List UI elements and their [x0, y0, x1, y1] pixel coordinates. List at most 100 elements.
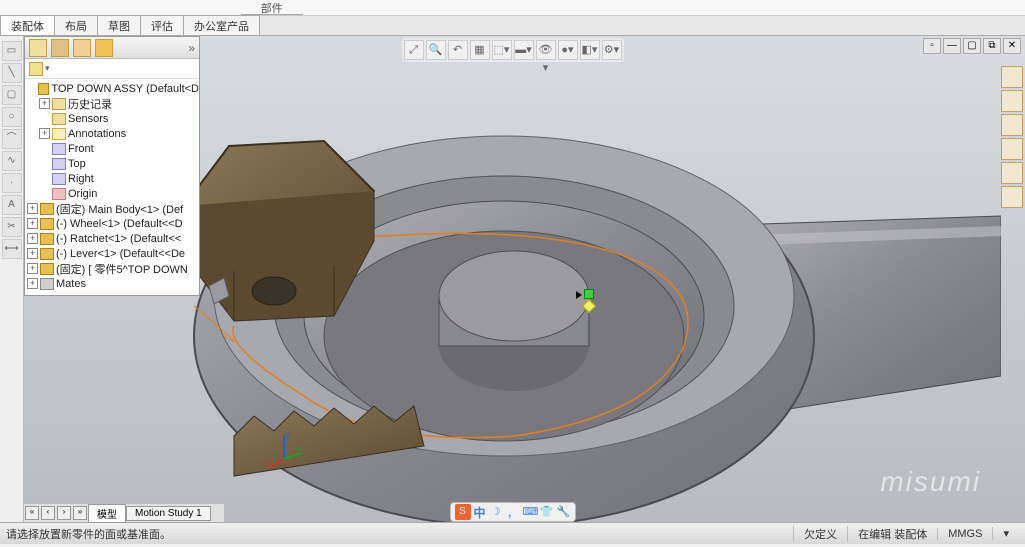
- origin-icon: [52, 188, 66, 200]
- nav-prev-icon[interactable]: ‹: [41, 506, 55, 520]
- expand-icon: [39, 173, 50, 184]
- plane-icon: [52, 143, 66, 155]
- tab-assembly[interactable]: 装配体: [0, 15, 55, 35]
- tree-item[interactable]: Sensors: [25, 111, 199, 126]
- part-icon: [40, 263, 54, 275]
- expand-icon[interactable]: +: [27, 278, 38, 289]
- tool-line-icon[interactable]: ╲: [2, 63, 22, 83]
- tree-body: TOP DOWN ASSY (Default<D +历史记录 Sensors + An…: [25, 79, 199, 293]
- tool-select-icon[interactable]: ▭: [2, 41, 22, 61]
- tree-collapse-icon[interactable]: »: [188, 41, 195, 55]
- tree-item[interactable]: +历史记录: [25, 96, 199, 111]
- tree-item[interactable]: Front: [25, 141, 199, 156]
- tree-item[interactable]: +(-) Wheel<1> (Default<<D: [25, 216, 199, 231]
- expand-icon: [39, 158, 50, 169]
- taskpane-props-icon[interactable]: [1001, 186, 1023, 208]
- expand-icon[interactable]: +: [39, 98, 50, 109]
- view-settings-icon[interactable]: ⚙▾: [602, 40, 622, 60]
- zoom-fit-icon[interactable]: ⤢: [404, 40, 424, 60]
- tree-item[interactable]: Right: [25, 171, 199, 186]
- tree-item[interactable]: Top: [25, 156, 199, 171]
- display-style-icon[interactable]: ▬▾: [514, 40, 534, 60]
- nav-next-icon[interactable]: ›: [57, 506, 71, 520]
- tree-item[interactable]: + Annotations: [25, 126, 199, 141]
- expand-icon[interactable]: +: [27, 233, 38, 244]
- nav-last-icon[interactable]: »: [73, 506, 87, 520]
- status-extra-icon[interactable]: ▾: [992, 527, 1019, 540]
- tool-arc-icon[interactable]: ⌒: [2, 129, 22, 149]
- ime-keyboard-icon[interactable]: ⌨: [523, 505, 537, 519]
- part-icon: [40, 248, 54, 260]
- nav-first-icon[interactable]: «: [25, 506, 39, 520]
- bottom-tab-bar: « ‹ › » 模型 Motion Study 1: [24, 504, 224, 522]
- tree-tab2-icon[interactable]: [51, 39, 69, 57]
- taskpane-library-icon[interactable]: [1001, 90, 1023, 112]
- ime-toolbar[interactable]: S 中 ☽ ， ⌨ 👕 🔧: [449, 502, 575, 522]
- ime-moon-icon[interactable]: ☽: [489, 505, 503, 519]
- ime-logo-icon[interactable]: S: [454, 504, 470, 520]
- tree-item-label: Top: [68, 158, 86, 170]
- taskpane-appearance-icon[interactable]: [1001, 162, 1023, 184]
- tool-trim-icon[interactable]: ✂: [2, 217, 22, 237]
- tree-item[interactable]: Origin: [25, 186, 199, 201]
- tool-dim-icon[interactable]: ⟷: [2, 239, 22, 259]
- expand-icon[interactable]: +: [39, 128, 50, 139]
- tree-item-label: Right: [68, 173, 94, 185]
- expand-icon[interactable]: +: [27, 218, 38, 229]
- tab-sketch[interactable]: 草图: [97, 15, 141, 35]
- edit-appearance-icon[interactable]: ●▾: [558, 40, 578, 60]
- tab-layout[interactable]: 布局: [54, 15, 98, 35]
- tool-rect-icon[interactable]: ▢: [2, 85, 22, 105]
- tool-spline-icon[interactable]: ∿: [2, 151, 22, 171]
- bottom-tab-model[interactable]: 模型: [88, 504, 126, 523]
- tool-text-icon[interactable]: A: [2, 195, 22, 215]
- parts-tab-label[interactable]: 部件: [241, 0, 303, 15]
- hide-show-icon[interactable]: 👁▾: [536, 40, 556, 60]
- tree-item[interactable]: +(-) Lever<1> (Default<<De: [25, 246, 199, 261]
- tree-item-label: (固定) [ 零件5^TOP DOWN: [56, 261, 188, 277]
- taskpane-palette-icon[interactable]: [1001, 138, 1023, 160]
- ime-lang-label[interactable]: 中: [473, 504, 485, 521]
- win-close-icon[interactable]: ✕: [1003, 38, 1021, 54]
- prev-view-icon[interactable]: ↶: [448, 40, 468, 60]
- mates-icon: [40, 278, 54, 290]
- tree-item[interactable]: +Mates: [25, 276, 199, 291]
- ime-settings-icon[interactable]: 🔧: [557, 505, 571, 519]
- command-tab-bar: 装配体 布局 草图 评估 办公室产品: [0, 16, 1025, 36]
- filter-dropdown-icon[interactable]: ▾: [45, 63, 50, 74]
- tree-item[interactable]: +(-) Ratchet<1> (Default<<: [25, 231, 199, 246]
- ime-person-icon[interactable]: 👕: [540, 505, 554, 519]
- apply-scene-icon[interactable]: ◧▾: [580, 40, 600, 60]
- heads-up-view-toolbar: ⤢ 🔍 ↶ ▦ ⬚▾ ▬▾ 👁▾ ●▾ ◧▾ ⚙▾: [402, 38, 624, 62]
- view-orient-icon[interactable]: ⬚▾: [492, 40, 512, 60]
- bottom-tab-motion[interactable]: Motion Study 1: [126, 506, 211, 521]
- tool-point-icon[interactable]: ·: [2, 173, 22, 193]
- zoom-area-icon[interactable]: 🔍: [426, 40, 446, 60]
- section-view-icon[interactable]: ▦: [470, 40, 490, 60]
- tree-item-label: Annotations: [68, 128, 126, 140]
- ime-punct-icon[interactable]: ，: [506, 505, 520, 519]
- taskpane-resources-icon[interactable]: [1001, 66, 1023, 88]
- tree-item-label: Sensors: [68, 113, 108, 125]
- tree-item[interactable]: +(固定) Main Body<1> (Def: [25, 201, 199, 216]
- tree-root[interactable]: TOP DOWN ASSY (Default<D: [25, 81, 199, 96]
- tree-tab3-icon[interactable]: [73, 39, 91, 57]
- win-min-icon[interactable]: —: [943, 38, 961, 54]
- expand-icon[interactable]: +: [27, 248, 38, 259]
- tree-tab4-icon[interactable]: [95, 39, 113, 57]
- tree-item[interactable]: + (固定) [ 零件5^TOP DOWN: [25, 261, 199, 276]
- tab-evaluate[interactable]: 评估: [140, 15, 184, 35]
- filter-icon[interactable]: [29, 62, 43, 76]
- expand-icon: [39, 113, 50, 124]
- expand-icon[interactable]: +: [27, 263, 38, 274]
- win-restore-icon[interactable]: ▫: [923, 38, 941, 54]
- task-pane: [1001, 66, 1025, 208]
- win-max-icon[interactable]: ▢: [963, 38, 981, 54]
- taskpane-explorer-icon[interactable]: [1001, 114, 1023, 136]
- win-tile-icon[interactable]: ⧉: [983, 38, 1001, 54]
- expand-icon[interactable]: +: [27, 203, 38, 214]
- tool-circle-icon[interactable]: ○: [2, 107, 22, 127]
- tab-office[interactable]: 办公室产品: [183, 15, 260, 35]
- status-units[interactable]: MMGS: [937, 528, 992, 540]
- tree-tab1-icon[interactable]: [29, 39, 47, 57]
